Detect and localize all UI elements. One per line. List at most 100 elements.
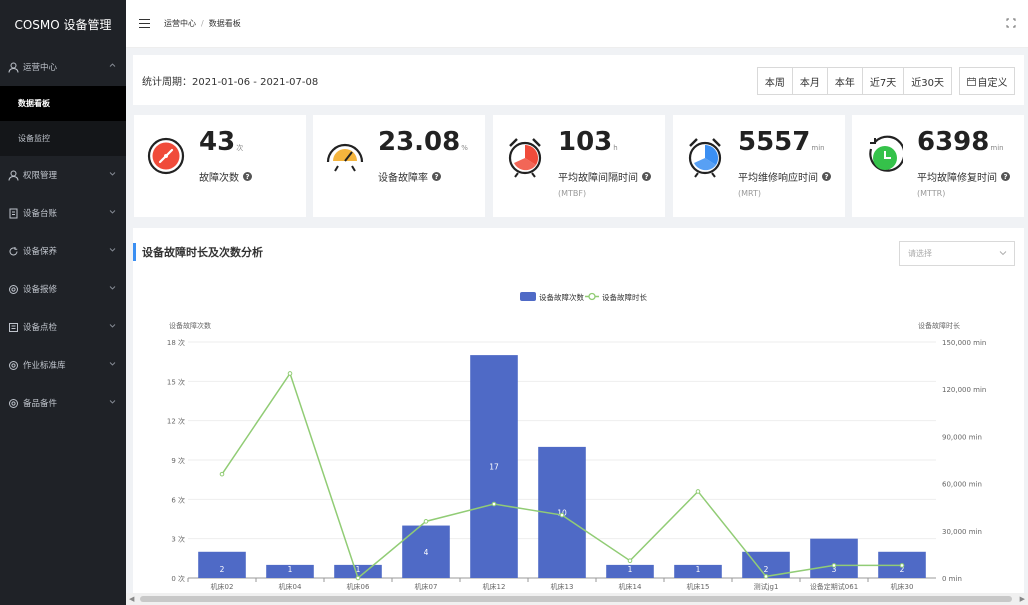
period-button-year[interactable]: 本年 xyxy=(827,68,863,94)
bar-0 xyxy=(198,551,246,578)
x-tick-label: 机床06 xyxy=(347,582,370,591)
gear-icon xyxy=(7,397,19,409)
bar-data-label: 4 xyxy=(424,548,429,557)
custom-period-button[interactable]: 自定义 xyxy=(959,67,1015,95)
refresh-icon xyxy=(7,245,19,257)
bar-data-label: 2 xyxy=(764,565,769,574)
analysis-title: 设备故障时长及次数分析 xyxy=(133,243,263,261)
line-point-3 xyxy=(423,519,429,524)
sidebar-item-1[interactable]: 权限管理 xyxy=(0,156,126,194)
period-button-7days[interactable]: 近7天 xyxy=(862,68,905,94)
y-axis-right-title: 设备故障时长 xyxy=(918,321,960,330)
help-icon[interactable]: ? xyxy=(1001,172,1010,181)
legend-bar-swatch xyxy=(520,292,536,301)
y-tick-left: 0 次 xyxy=(171,574,185,583)
period-label: 统计周期：2021-01-06 - 2021-07-08 xyxy=(142,76,319,88)
bar-7 xyxy=(674,564,722,578)
fullscreen-icon[interactable] xyxy=(1006,18,1016,28)
chevron-down-icon xyxy=(109,322,116,332)
period-button-month[interactable]: 本月 xyxy=(792,68,828,94)
scrollbar-thumb[interactable] xyxy=(140,596,1012,602)
sidebar-item-label: 设备台账 xyxy=(23,209,58,219)
x-tick-label: 机床07 xyxy=(415,582,438,591)
kpi-sub-label: (MTTR) xyxy=(917,189,946,198)
scroll-right-icon[interactable]: ▶ xyxy=(1019,595,1025,603)
help-icon[interactable]: ? xyxy=(432,172,441,181)
period-button-week[interactable]: 本周 xyxy=(757,68,793,94)
help-icon[interactable]: ? xyxy=(642,172,651,181)
line-point-4 xyxy=(491,501,497,507)
chevron-down-icon xyxy=(109,170,116,180)
bar-data-label: 1 xyxy=(696,565,701,574)
bar-1 xyxy=(266,564,314,578)
bar-data-label: 1 xyxy=(288,565,293,574)
menu-toggle-icon[interactable] xyxy=(139,18,151,29)
chevron-down-icon xyxy=(109,360,116,370)
sidebar-subitem-1[interactable]: 设备监控 xyxy=(18,134,50,143)
legend-label: 设备故障次数 xyxy=(539,292,584,302)
chevron-down-icon xyxy=(109,246,116,256)
help-icon[interactable]: ? xyxy=(243,172,252,181)
y-tick-right: 120,000 min xyxy=(942,386,986,394)
gauge-icon xyxy=(326,132,364,180)
kpi-card-3: 5557min 平均维修响应时间? (MRT) xyxy=(673,115,845,217)
breadcrumb-separator: / xyxy=(201,19,204,28)
line-point-6 xyxy=(627,558,633,563)
sidebar-item-7[interactable]: 备品备件 xyxy=(0,384,126,422)
scroll-left-icon[interactable]: ◀ xyxy=(129,595,135,603)
kpi-sub-label: (MRT) xyxy=(738,189,762,198)
calendar-icon xyxy=(966,77,976,86)
bar-4 xyxy=(470,355,518,578)
chevron-down-icon xyxy=(109,208,116,218)
bar-data-label: 1 xyxy=(628,565,633,574)
y-tick-right: 60,000 min xyxy=(942,481,982,489)
sidebar-item-6[interactable]: 作业标准库 xyxy=(0,346,126,384)
breadcrumb-item-operations[interactable]: 运营中心 xyxy=(164,19,196,28)
y-tick-right: 150,000 min xyxy=(942,339,986,347)
sidebar-item-2[interactable]: 设备台账 xyxy=(0,194,126,232)
analysis-panel: 设备故障时长及次数分析 请选择 设备故障次数 设备故障时长 设备故障次数 设备故障时长… xyxy=(133,228,1024,593)
chevron-down-icon xyxy=(999,251,1007,256)
kpi-sub-label: (MTBF) xyxy=(558,189,587,198)
sidebar-item-5[interactable]: 设备点检 xyxy=(0,308,126,346)
chevron-down-icon xyxy=(109,284,116,294)
fault-count-icon xyxy=(147,132,185,180)
custom-period-label: 自定义 xyxy=(977,77,1008,89)
line-point-8 xyxy=(763,574,769,579)
kpi-label: 平均故障修复时间? xyxy=(917,169,1010,184)
sidebar-subitem-0[interactable]: 数据看板 xyxy=(0,86,126,121)
horizontal-scrollbar[interactable]: ◀ ▶ xyxy=(126,593,1028,605)
gear-icon xyxy=(7,283,19,295)
kpi-value: 5557min xyxy=(738,127,825,157)
y-tick-left: 15 次 xyxy=(167,377,185,386)
user-icon xyxy=(7,169,19,181)
y-tick-left: 6 次 xyxy=(171,495,185,504)
kpi-label: 故障次数? xyxy=(199,169,252,184)
bar-data-label: 3 xyxy=(832,565,837,574)
ledger-icon xyxy=(7,207,19,219)
kpi-card-0: 43次 故障次数? xyxy=(134,115,306,217)
y-tick-left: 3 次 xyxy=(171,535,185,544)
period-button-30days[interactable]: 近30天 xyxy=(904,68,951,94)
sidebar-item-4[interactable]: 设备报修 xyxy=(0,270,126,308)
sidebar-item-3[interactable]: 设备保养 xyxy=(0,232,126,270)
line-point-0 xyxy=(219,471,225,477)
x-tick-label: 机床14 xyxy=(619,582,642,591)
user-icon xyxy=(7,61,19,73)
sidebar-item-label: 运营中心 xyxy=(23,63,58,73)
sidebar-item-label: 权限管理 xyxy=(23,171,58,181)
line-point-9 xyxy=(831,563,837,568)
legend-line-marker xyxy=(588,292,596,301)
line-point-5 xyxy=(559,512,565,518)
y-tick-right: 90,000 min xyxy=(942,433,982,441)
alarm-clock-icon xyxy=(506,132,544,180)
x-tick-label: 测试jg1 xyxy=(754,582,779,591)
legend-label: 设备故障时长 xyxy=(602,292,647,302)
kpi-unit: 次 xyxy=(236,144,244,152)
help-icon[interactable]: ? xyxy=(822,172,831,181)
sidebar-item-0[interactable]: 运营中心 xyxy=(0,48,126,86)
equipment-select[interactable]: 请选择 xyxy=(899,241,1015,266)
sidebar-item-label: 设备报修 xyxy=(23,285,58,295)
sidebar-item-label: 作业标准库 xyxy=(23,361,66,371)
period-button-group: 本周 本月 本年 近7天 近30天 xyxy=(756,67,952,95)
